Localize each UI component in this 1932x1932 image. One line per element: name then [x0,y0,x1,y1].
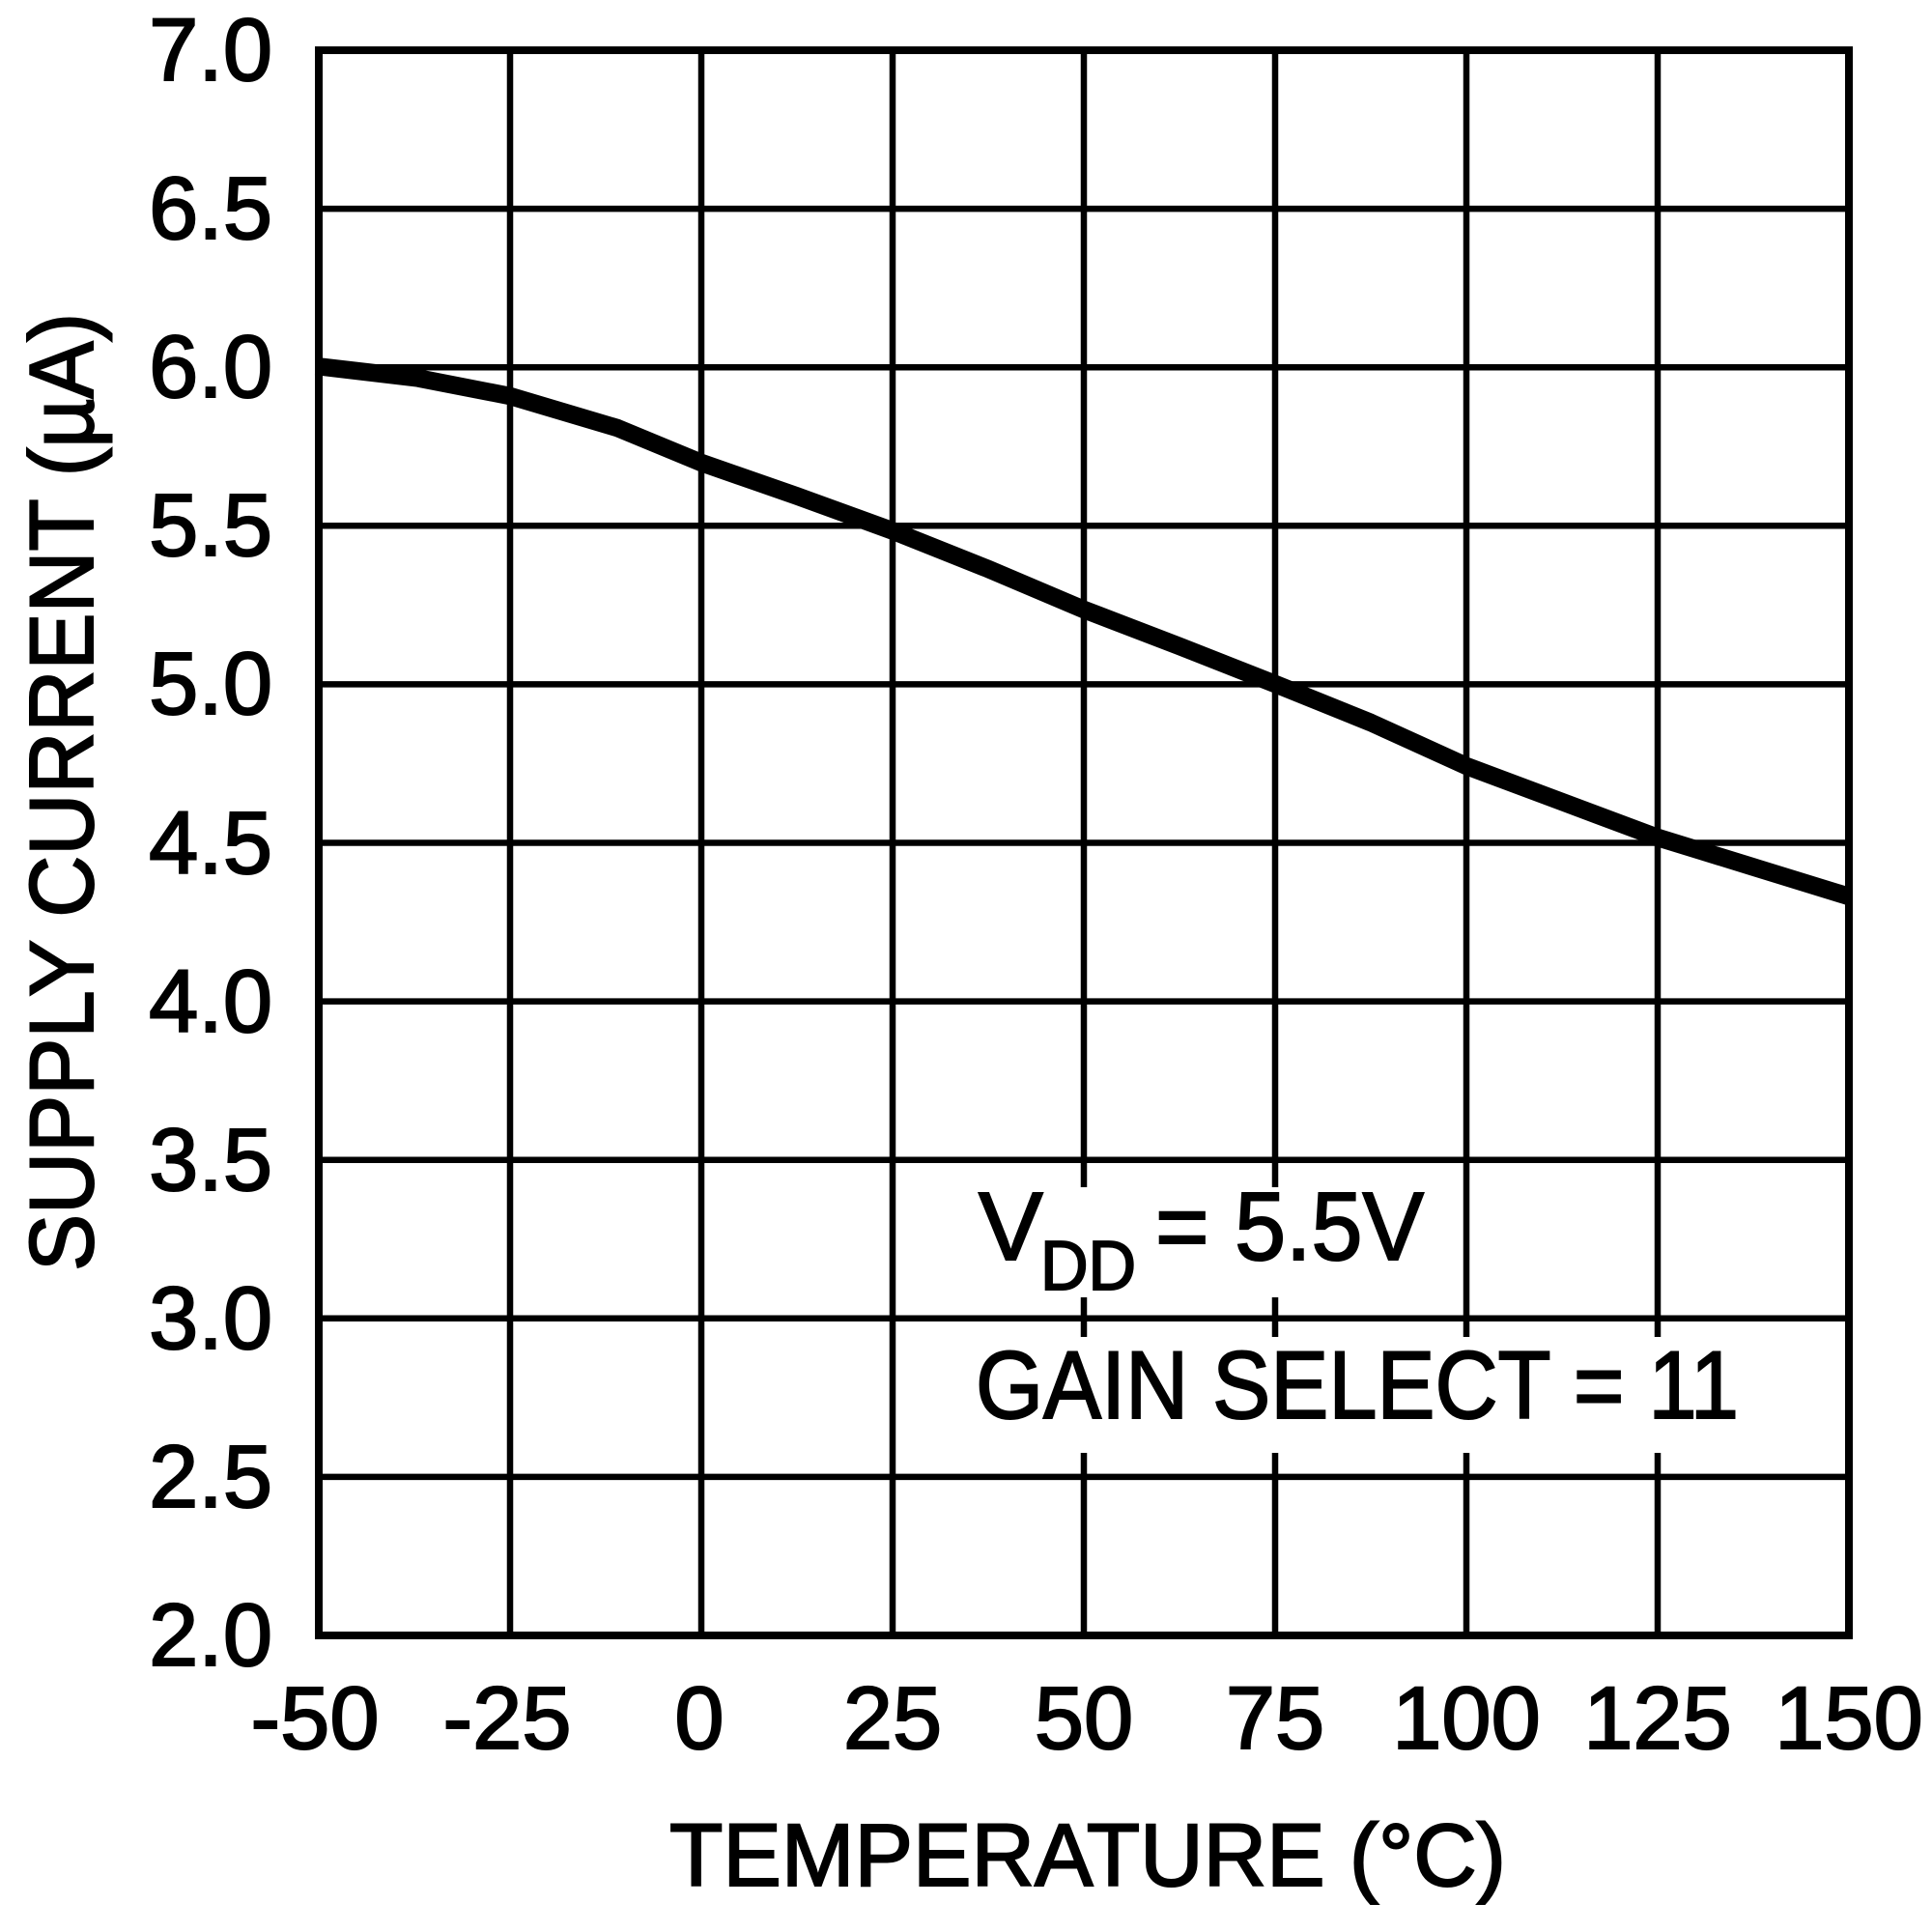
svg-text:7.0: 7.0 [149,1,272,99]
svg-text:GAIN SELECT = 11: GAIN SELECT = 11 [976,1331,1739,1438]
svg-text:2.5: 2.5 [149,1428,272,1526]
svg-text:6.5: 6.5 [149,159,272,258]
svg-text:3.0: 3.0 [149,1269,272,1368]
svg-text:-50: -50 [251,1669,380,1768]
svg-text:2.0: 2.0 [149,1586,272,1685]
svg-text:TEMPERATURE (°C): TEMPERATURE (°C) [669,1806,1506,1905]
svg-text:V: V [979,1173,1043,1281]
svg-text:125: 125 [1583,1669,1732,1768]
svg-text:= 5.5V: = 5.5V [1155,1173,1424,1281]
svg-text:4.0: 4.0 [149,952,272,1051]
svg-text:5.0: 5.0 [149,635,272,733]
svg-text:50: 50 [1035,1669,1133,1768]
svg-text:6.0: 6.0 [149,318,272,416]
svg-text:3.5: 3.5 [149,1111,272,1209]
svg-text:100: 100 [1392,1669,1541,1768]
svg-text:0: 0 [674,1669,724,1768]
svg-text:150: 150 [1775,1669,1923,1768]
svg-text:-25: -25 [443,1669,572,1768]
svg-text:5.5: 5.5 [149,476,272,575]
svg-text:DD: DD [1040,1228,1136,1305]
svg-text:4.5: 4.5 [149,794,272,893]
svg-text:SUPPLY CURRENT (µA): SUPPLY CURRENT (µA) [11,313,112,1271]
svg-text:25: 25 [843,1669,942,1768]
svg-text:75: 75 [1226,1669,1324,1768]
